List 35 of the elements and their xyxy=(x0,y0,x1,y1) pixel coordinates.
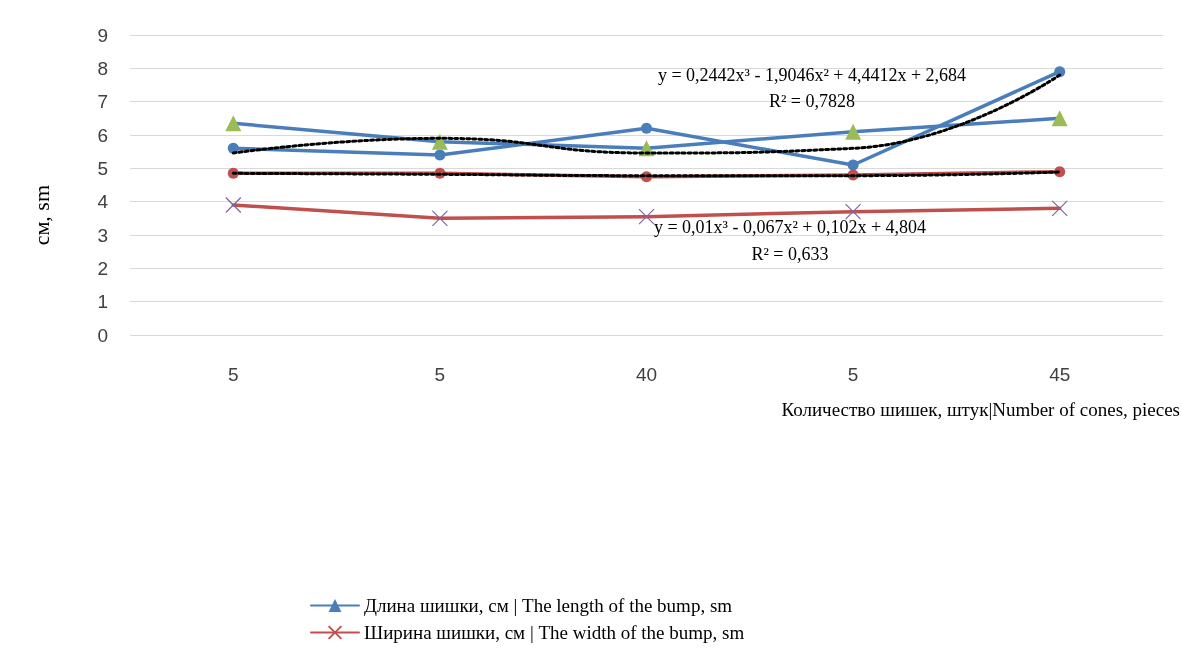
point xyxy=(1051,110,1068,127)
point xyxy=(431,210,448,227)
legend-label: Длина шишки, см | The length of the bump, sm xyxy=(364,595,733,616)
legend-label: Ширина шишки, см | The width of the bump, sm xyxy=(364,622,745,643)
point xyxy=(847,159,859,171)
annotation: y = 0,2442x³ - 1,9046x² + 4,4412x + 2,684 xyxy=(657,65,967,85)
point xyxy=(1051,200,1068,217)
y-tick-label: 5 xyxy=(97,157,108,179)
y-tick-label: 1 xyxy=(97,291,108,313)
point xyxy=(638,208,655,225)
annotation: R² = 0,7828 xyxy=(768,91,856,111)
x-tick-label: 45 xyxy=(1049,364,1071,385)
y-tick-label: 6 xyxy=(97,124,108,146)
point xyxy=(641,122,652,134)
point xyxy=(431,133,448,150)
point xyxy=(225,196,242,214)
x-tick-label: 5 xyxy=(847,364,859,385)
y-tick-label: 8 xyxy=(97,57,108,79)
annotation: R² = 0,633 xyxy=(751,244,829,264)
point xyxy=(845,203,862,220)
y-tick-label: 2 xyxy=(97,257,108,279)
y-tick-label: 9 xyxy=(97,24,108,46)
y-tick-label: 0 xyxy=(97,324,108,346)
y-tick-label: 3 xyxy=(97,224,108,246)
y-tick-label: 4 xyxy=(97,191,109,213)
point xyxy=(434,149,446,161)
annotation: y = 0,01x³ - 0,067x² + 0,102x + 4,804 xyxy=(653,217,927,237)
x-tick-label: 5 xyxy=(434,364,446,385)
point xyxy=(225,115,242,132)
x-tick-label: 5 xyxy=(228,364,239,385)
x-tick-label: 40 xyxy=(635,364,658,385)
point xyxy=(845,123,862,140)
y-axis-title: см, sm xyxy=(28,184,54,246)
y-tick-label: 7 xyxy=(97,91,108,113)
x-axis-title: Количество шишек, штук|Number of cones, pieces xyxy=(781,399,1180,420)
